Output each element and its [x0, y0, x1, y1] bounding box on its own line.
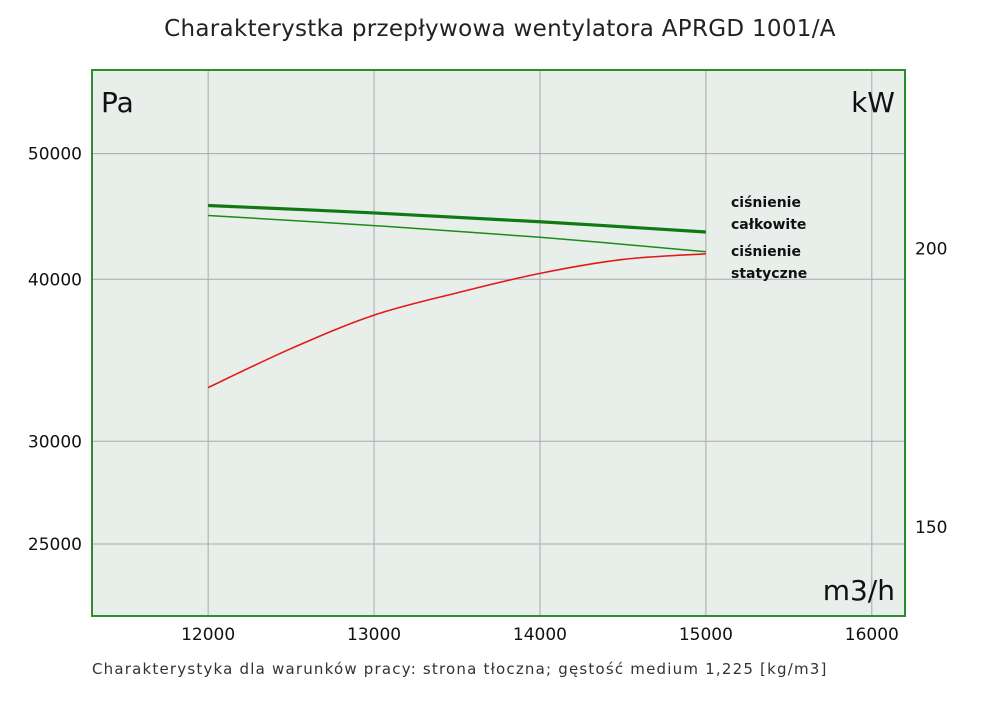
- series-label-total-line1: ciśnienie: [731, 195, 801, 211]
- y2-tick-labels: 150 200: [915, 239, 947, 538]
- x-tick-label: 12000: [181, 625, 235, 645]
- series-label-total-line2: całkowite: [731, 217, 806, 233]
- x-tick-label: 14000: [513, 625, 567, 645]
- y-gridlines: [92, 153, 905, 545]
- plot-frame: [91, 69, 906, 617]
- y2-tick-label: 200: [915, 239, 947, 259]
- y-tick-labels: 25000 30000 40000 50000: [28, 145, 82, 555]
- series-total-pressure-line: [208, 203, 706, 234]
- chart-title: Charakterystka przepływowa wentylatora A…: [164, 16, 836, 42]
- x-tick-labels: 12000 13000 14000 15000 16000: [181, 625, 899, 645]
- series-power-line: [207, 253, 706, 389]
- y-tick-label: 40000: [28, 270, 82, 290]
- y-tick-label: 30000: [28, 432, 82, 452]
- series-lines: [207, 203, 706, 389]
- series-label-static-line2: statyczne: [731, 266, 807, 282]
- series-label-static-line1: ciśnienie: [731, 244, 801, 260]
- footnote: Charakterystyka dla warunków pracy: stro…: [92, 660, 828, 678]
- y-axis-label: Pa: [101, 86, 134, 119]
- y2-axis-label: kW: [851, 86, 895, 119]
- y-tick-label: 50000: [28, 145, 82, 165]
- x-gridlines: [207, 70, 873, 616]
- y2-tick-label: 150: [915, 518, 947, 538]
- series-static-pressure-line: [208, 214, 706, 253]
- x-tick-label: 15000: [679, 625, 733, 645]
- x-axis-label: m3/h: [823, 574, 895, 607]
- x-tick-label: 16000: [845, 625, 899, 645]
- x-tick-label: 13000: [347, 625, 401, 645]
- y-tick-label: 25000: [28, 535, 82, 555]
- series-label-static: ciśnienie statyczne: [731, 244, 807, 282]
- plot-area: [92, 70, 905, 616]
- series-label-total: ciśnienie całkowite: [731, 195, 806, 233]
